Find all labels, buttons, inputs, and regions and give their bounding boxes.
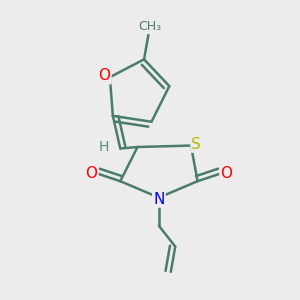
Text: O: O	[220, 166, 232, 181]
Text: CH₃: CH₃	[138, 20, 162, 33]
Text: H: H	[99, 140, 109, 154]
Text: N: N	[153, 191, 165, 206]
Text: O: O	[98, 68, 110, 83]
Text: O: O	[85, 166, 98, 181]
Text: S: S	[191, 136, 201, 152]
